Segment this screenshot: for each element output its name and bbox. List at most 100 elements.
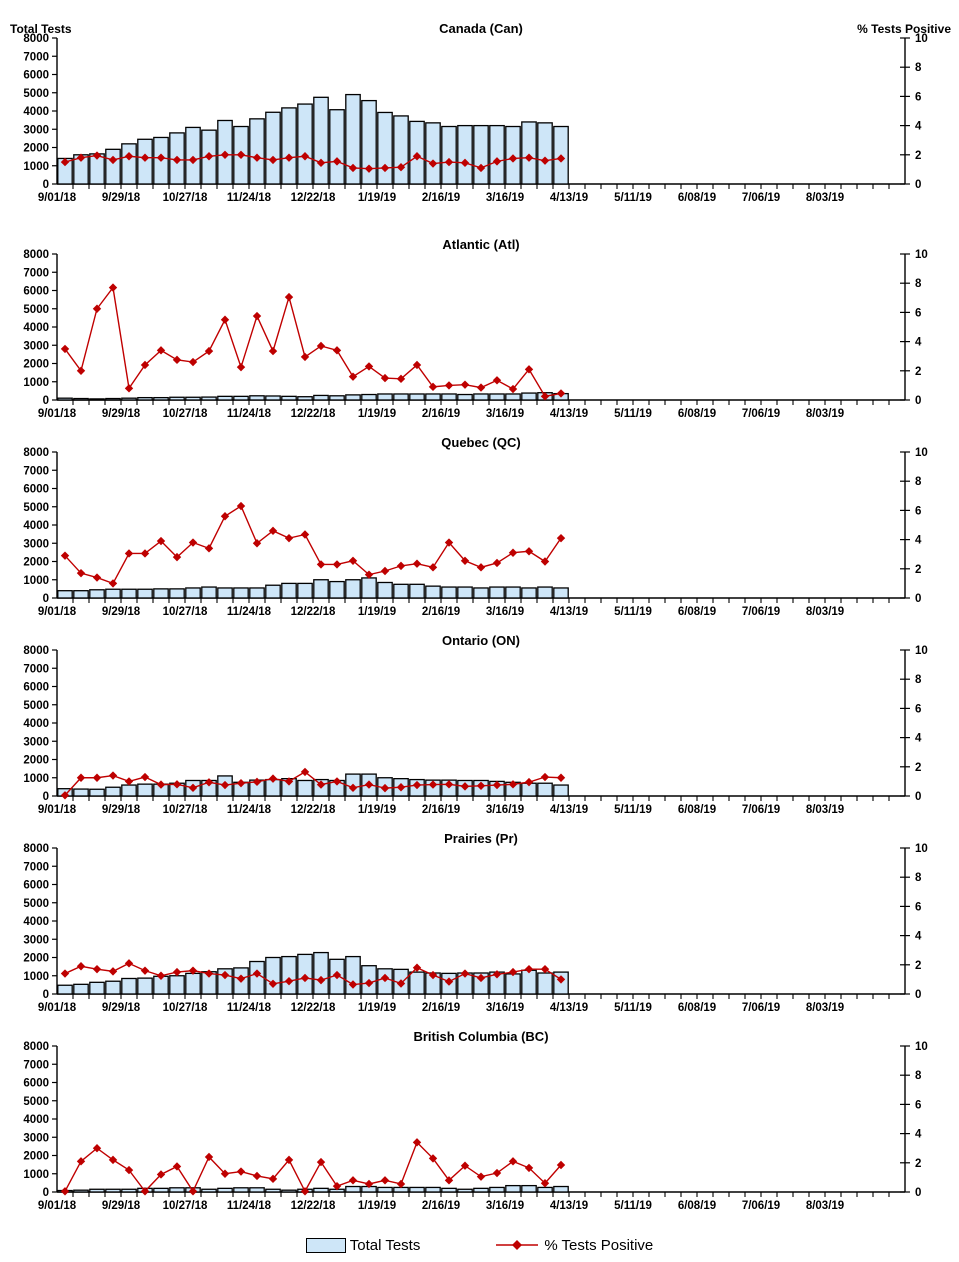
pct-positive-marker — [332, 970, 342, 980]
pct-positive-marker — [204, 544, 214, 553]
left-tick-label: 1000 — [23, 773, 49, 785]
pct-positive-marker — [540, 1179, 550, 1188]
pct-positive-marker — [268, 346, 278, 356]
x-tick-label: 7/06/19 — [742, 1002, 780, 1014]
x-tick-label: 5/11/19 — [614, 1002, 652, 1014]
left-tick-label: 3000 — [23, 934, 49, 946]
total-tests-bar — [329, 395, 345, 401]
total-tests-bar — [105, 1188, 121, 1193]
left-tick-label: 0 — [43, 989, 49, 1001]
total-tests-bar — [89, 981, 105, 995]
pct-positive-marker — [348, 372, 358, 381]
pct-positive-marker — [540, 964, 550, 974]
pct-positive-marker — [124, 777, 134, 786]
pct-positive-marker — [236, 778, 246, 788]
total-tests-bar — [441, 393, 457, 401]
pct-positive-marker — [348, 1176, 358, 1185]
total-tests-bar — [473, 587, 489, 599]
right-tick-label: 2 — [915, 960, 921, 972]
pct-positive-marker — [172, 355, 182, 365]
atlantic-plot: Atlantic (Atl) 0 1000 2000 3000 4000 5000 6000… — [23, 237, 927, 420]
total-tests-bar — [313, 96, 329, 185]
pct-positive-marker — [156, 780, 166, 789]
left-tick-label: 5000 — [23, 1096, 49, 1108]
left-tick-label: 3000 — [23, 124, 49, 136]
total-tests-bar — [377, 581, 393, 599]
pct-positive-marker — [140, 772, 150, 782]
total-tests-bar — [105, 980, 121, 995]
left-tick-label: 1000 — [23, 971, 49, 983]
x-tick-label: 10/27/18 — [163, 192, 208, 204]
pct-positive-marker — [524, 547, 534, 556]
x-tick-label: 7/06/19 — [742, 1200, 780, 1212]
x-tick-label: 2/16/19 — [422, 192, 460, 204]
pct-positive-marker — [556, 154, 566, 163]
right-tick-label: 8 — [915, 476, 922, 488]
total-tests-bar — [121, 784, 137, 797]
pct-positive-marker — [284, 533, 294, 543]
left-tick-label: 3000 — [23, 538, 49, 550]
total-tests-bar — [409, 393, 425, 401]
total-tests-bar — [105, 588, 121, 599]
right-tick-label: 2 — [915, 762, 921, 774]
pct-positive-marker — [92, 304, 102, 313]
pct-positive-marker — [60, 791, 70, 800]
total-tests-bar — [265, 111, 281, 185]
pct-positive-marker — [476, 383, 486, 392]
x-tick-label: 4/13/19 — [550, 192, 588, 204]
right-tick-label: 0 — [915, 395, 921, 407]
x-tick-label: 6/08/19 — [678, 1200, 716, 1212]
ontario-plot: Ontario (ON) 0 1000 2000 3000 4000 5000 6000 70… — [23, 633, 927, 816]
left-tick-label: 7000 — [23, 51, 49, 63]
total-tests-bar — [313, 951, 329, 995]
x-tick-label: 8/03/19 — [806, 408, 844, 420]
pct-positive-marker — [140, 1187, 150, 1196]
pct-positive-marker — [380, 973, 390, 983]
chart-quebec: Quebec (QC) 0 1000 2000 3000 4000 5000 6000 700… — [0, 432, 959, 630]
pct-positive-marker — [556, 533, 566, 543]
x-tick-label: 10/27/18 — [163, 1002, 208, 1014]
total-tests-bar — [313, 394, 329, 401]
british-columbia-plot: British Columbia (BC) 0 1000 2000 3000 4000 5… — [23, 1029, 927, 1212]
pct-positive-marker — [204, 778, 214, 787]
left-tick-label: 8000 — [23, 33, 49, 45]
x-tick-label: 2/16/19 — [422, 408, 460, 420]
x-tick-label: 3/16/19 — [486, 804, 524, 816]
x-tick-label: 6/08/19 — [678, 804, 716, 816]
pct-positive-marker — [268, 155, 278, 165]
left-tick-label: 1000 — [23, 161, 49, 173]
chart-ontario: Ontario (ON) 0 1000 2000 3000 4000 5000 6000 70… — [0, 630, 959, 828]
right-tick-label: 2 — [915, 564, 921, 576]
total-tests-bar — [329, 109, 345, 185]
pct-positive-marker — [108, 579, 118, 588]
pct-positive-marker — [124, 384, 134, 393]
total-tests-bar — [217, 395, 233, 401]
x-tick-label: 11/24/18 — [227, 192, 272, 204]
total-tests-bar — [553, 1185, 569, 1193]
pct-positive-marker — [332, 157, 342, 166]
left-tick-label: 6000 — [23, 286, 49, 298]
left-tick-label: 4000 — [23, 1114, 49, 1126]
x-tick-label: 9/29/18 — [102, 1200, 141, 1212]
x-tick-label: 6/08/19 — [678, 408, 716, 420]
x-tick-label: 4/13/19 — [550, 1200, 588, 1212]
left-tick-label: 3000 — [23, 1132, 49, 1144]
total-tests-bar — [409, 583, 425, 599]
pct-positive-marker — [508, 548, 518, 557]
pct-positive-marker — [172, 780, 182, 789]
total-tests-bar — [137, 783, 153, 797]
total-tests-bar — [265, 395, 281, 401]
total-tests-bar — [521, 969, 537, 995]
pct-positive-marker — [60, 1187, 70, 1196]
pct-positive-marker — [252, 539, 262, 548]
left-tick-label: 3000 — [23, 736, 49, 748]
pct-positive-marker — [156, 1170, 166, 1179]
total-tests-bar — [553, 784, 569, 797]
pct-positive-marker — [60, 157, 70, 167]
total-tests-bar — [521, 587, 537, 599]
pct-positive-marker — [396, 783, 406, 792]
right-tick-label: 4 — [915, 931, 922, 943]
pct-positive-marker — [380, 1176, 390, 1185]
x-tick-label: 6/08/19 — [678, 192, 716, 204]
pct-positive-marker — [380, 373, 390, 383]
